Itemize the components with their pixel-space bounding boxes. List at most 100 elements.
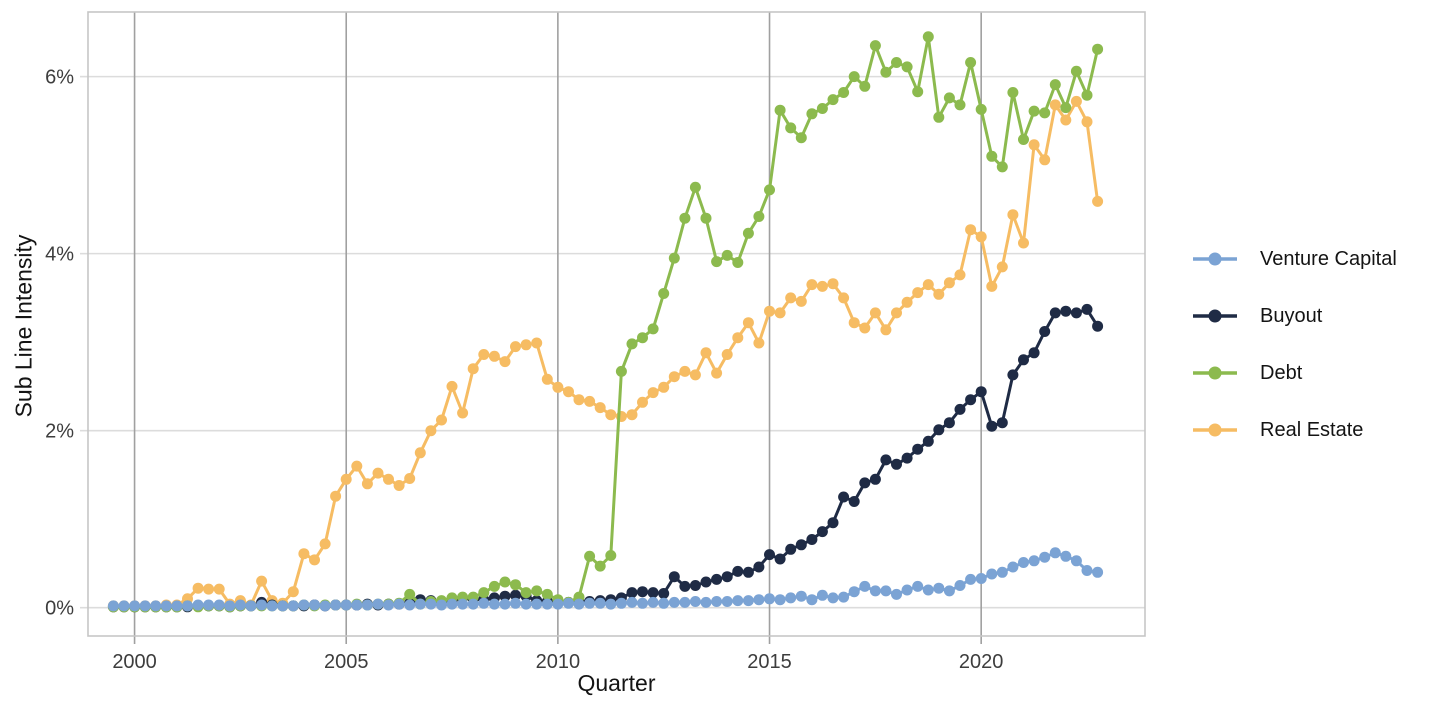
real-estate-point — [213, 583, 225, 595]
legend-item-venture-capital: Venture Capital — [1192, 247, 1397, 271]
debt-point — [785, 122, 797, 134]
debt-point — [859, 80, 871, 92]
buyout-point — [647, 587, 659, 599]
legend-swatch-icon — [1193, 366, 1237, 380]
venture-capital-point — [901, 584, 913, 596]
buyout-point — [795, 539, 807, 551]
buyout-point — [1007, 369, 1019, 381]
debt-point — [880, 66, 892, 78]
buyout-point — [1028, 347, 1040, 359]
real-estate-line — [113, 99, 1100, 608]
venture-capital-point — [478, 597, 490, 609]
venture-capital-point — [160, 600, 172, 612]
real-estate-point — [880, 324, 892, 336]
venture-capital-point — [351, 599, 363, 611]
real-estate-point — [626, 409, 638, 421]
venture-capital-point — [192, 599, 204, 611]
debt-point — [647, 323, 659, 335]
real-estate-point — [383, 473, 394, 485]
buyout-point — [901, 452, 913, 464]
buyout-point — [668, 571, 680, 583]
real-estate-point — [700, 347, 712, 359]
real-estate-point — [637, 396, 648, 408]
venture-capital-point — [467, 598, 479, 610]
buyout-point — [679, 580, 691, 592]
venture-capital-point — [827, 592, 839, 604]
venture-capital-point — [129, 600, 141, 612]
real-estate-point — [467, 363, 479, 375]
buyout-point — [996, 417, 1008, 429]
buyout-point — [510, 589, 521, 601]
debt-point — [996, 161, 1008, 173]
venture-capital-point — [859, 580, 871, 592]
venture-capital-point — [742, 595, 754, 607]
debt-point — [764, 184, 775, 196]
real-estate-point — [922, 279, 934, 291]
debt-point — [1018, 134, 1029, 145]
real-estate-point — [1081, 116, 1093, 128]
y-tick-label: 6% — [45, 67, 74, 89]
venture-capital-point — [647, 596, 659, 608]
real-estate-point — [1060, 114, 1072, 126]
real-estate-point — [192, 582, 204, 594]
debt-point — [742, 227, 754, 239]
real-estate-point — [869, 307, 881, 319]
buyout-point — [764, 549, 775, 561]
real-estate-point — [393, 480, 405, 491]
venture-capital-point — [1070, 555, 1082, 567]
venture-capital-point — [182, 600, 193, 612]
venture-capital-point — [943, 585, 955, 597]
debt-point — [933, 111, 945, 123]
venture-capital-point — [287, 600, 299, 612]
real-estate-point — [827, 278, 839, 290]
real-estate-point — [414, 447, 426, 459]
buyout-point — [753, 561, 765, 573]
debt-point — [975, 103, 987, 115]
debt-point — [594, 560, 606, 572]
buyout-point — [711, 573, 723, 585]
real-estate-point — [753, 337, 765, 349]
legend-label: Real Estate — [1260, 418, 1364, 441]
venture-capital-point — [753, 594, 765, 606]
venture-capital-point — [266, 600, 278, 612]
buyout-point — [1018, 354, 1029, 366]
venture-capital-point — [510, 597, 521, 609]
venture-capital-point — [361, 599, 373, 611]
real-estate-point — [404, 473, 416, 484]
debt-point — [1049, 79, 1061, 91]
x-tick-label: 2000 — [112, 651, 157, 673]
debt-point — [1028, 105, 1040, 117]
venture-capital-point — [584, 597, 596, 609]
debt-point — [700, 212, 712, 224]
real-estate-point — [891, 307, 902, 319]
buyout-point — [499, 590, 511, 602]
buyout-point — [689, 580, 701, 591]
real-estate-point — [298, 548, 310, 560]
legend-label: Venture Capital — [1260, 247, 1397, 270]
buyout-point — [943, 417, 955, 429]
real-estate-point — [764, 305, 775, 317]
real-estate-point — [478, 349, 490, 360]
legend-label: Buyout — [1260, 304, 1323, 327]
debt-line — [113, 35, 1100, 609]
real-estate-point — [742, 317, 754, 329]
venture-capital-point — [668, 596, 680, 608]
venture-capital-point — [383, 599, 394, 611]
debt-point — [488, 580, 500, 592]
venture-capital-point — [1092, 566, 1104, 578]
y-tick-label: 2% — [45, 421, 74, 443]
real-estate-point — [563, 386, 574, 398]
venture-capital-point — [774, 594, 786, 606]
buyout-point — [742, 566, 754, 578]
venture-capital-point — [626, 596, 638, 608]
venture-capital-point — [732, 595, 744, 607]
real-estate-point — [309, 554, 320, 566]
real-estate-point — [943, 277, 955, 289]
debt-point — [531, 585, 543, 597]
venture-capital-point — [541, 598, 553, 610]
real-estate-point — [425, 425, 437, 437]
real-estate-point — [594, 402, 606, 414]
real-estate-point — [203, 583, 215, 595]
real-estate-point — [457, 407, 469, 419]
venture-capital-point — [171, 600, 183, 612]
